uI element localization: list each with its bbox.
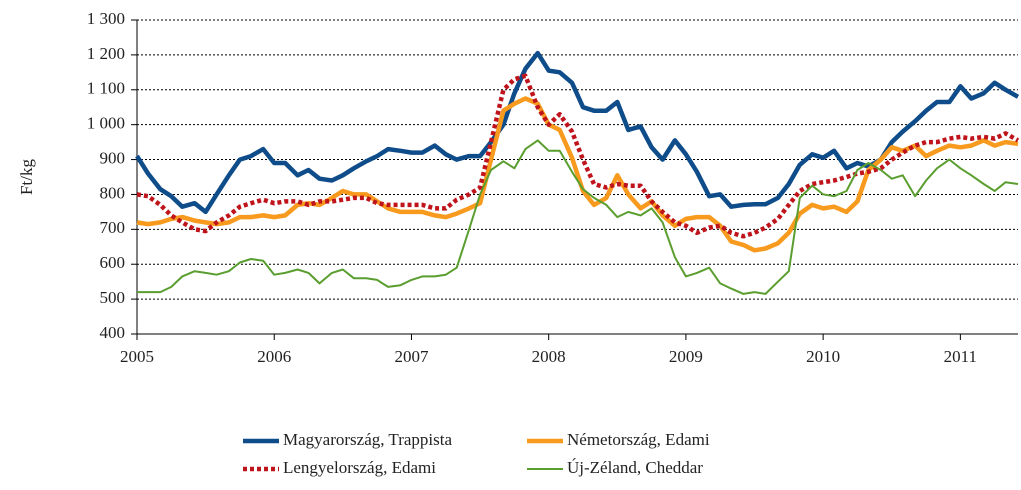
y-tick-label: 1 100 [87, 79, 125, 98]
legend-label: Új-Zéland, Cheddar [567, 458, 703, 477]
y-tick-label: 400 [100, 323, 126, 342]
legend-label: Németország, Edami [567, 430, 710, 449]
y-tick-label: 500 [100, 288, 126, 307]
x-tick-label: 2008 [532, 347, 566, 366]
x-tick-label: 2010 [806, 347, 840, 366]
legend-label: Lengyelország, Edami [283, 458, 436, 477]
y-tick-label: 600 [100, 253, 126, 272]
series-line [136, 96, 1019, 253]
y-tick-label: 800 [100, 183, 126, 202]
y-axis-label: Ft/kg [17, 159, 36, 195]
y-tick-label: 900 [100, 148, 126, 167]
y-tick-label: 1 300 [87, 9, 125, 28]
y-tick-label: 1 200 [87, 44, 125, 63]
x-tick-label: 2005 [120, 347, 154, 366]
y-tick-label: 700 [100, 218, 126, 237]
series-line [135, 50, 1020, 215]
series-line [137, 139, 1019, 295]
x-tick-label: 2006 [257, 347, 291, 366]
y-tick-label: 1 000 [87, 114, 125, 133]
x-tick-label: 2007 [394, 347, 429, 366]
x-tick-label: 2011 [944, 347, 977, 366]
legend-label: Magyarország, Trappista [283, 430, 452, 449]
series-line [136, 73, 1020, 239]
x-tick-label: 2009 [669, 347, 703, 366]
